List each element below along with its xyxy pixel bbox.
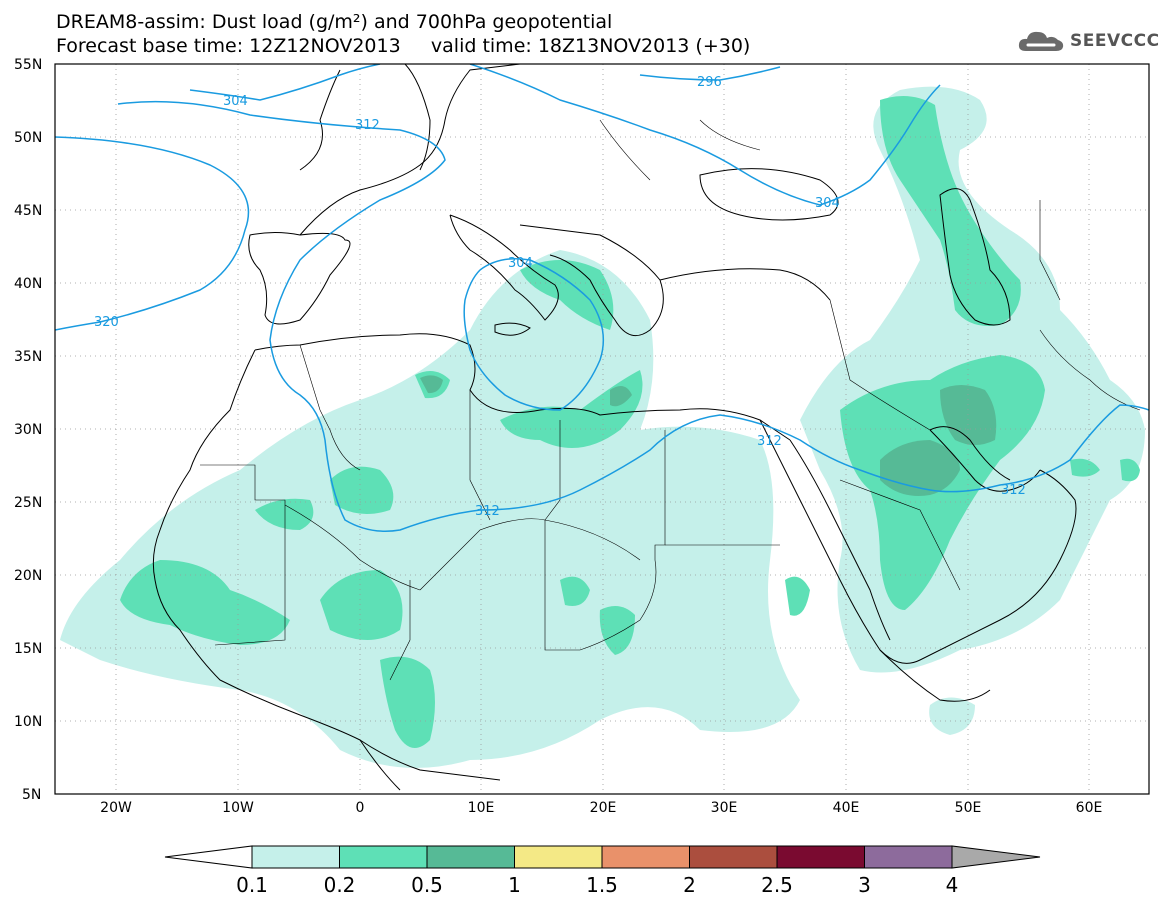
lon-label: 60E [1076,800,1103,816]
lat-label: 30N [14,422,42,438]
chart-title: DREAM8-assim: Dust load (g/m²) and 700hP… [56,11,613,33]
dust-shading [60,86,1145,768]
lon-label: 0 [356,800,365,816]
lon-label: 10E [468,800,495,816]
lat-label: 10N [14,714,42,730]
map-frame [54,63,1150,795]
colorbar-segment [776,845,865,869]
contour-labels: 304 312 296 304 320 304 312 312 312 [94,75,1026,519]
contour-label: 296 [697,75,722,90]
lon-label: 20W [100,800,132,816]
lon-label: 20E [590,800,617,816]
colorbar-segment [689,845,778,869]
contour-label: 312 [475,504,500,519]
lat-label: 20N [14,568,42,584]
colorbar-label: 1.5 [586,873,618,897]
lon-label: 10W [222,800,254,816]
colorbar-segment [514,845,603,869]
colorbar-label: 2 [683,873,696,897]
contour-label: 320 [94,315,119,330]
contour-label: 312 [355,118,380,133]
graticule [55,64,1149,794]
lat-label: 55N [14,57,42,73]
chart-subtitle: Forecast base time: 12Z12NOV2013 valid t… [56,36,750,56]
colorbar-segment [251,845,340,869]
lon-label: 50E [955,800,982,816]
seevccc-logo: SEEVCCC [1016,26,1160,56]
lat-label: 40N [14,276,42,292]
lat-label: 15N [14,641,42,657]
colorbar-label: 0.5 [411,873,443,897]
contour-label: 312 [1001,483,1026,498]
cloud-icon [1018,31,1064,51]
country-borders [200,119,1141,681]
coastlines [152,64,1077,791]
lat-label: 50N [14,130,42,146]
base-time: Forecast base time: 12Z12NOV2013 [56,35,401,57]
contour-label: 304 [223,94,248,109]
contour-label: 312 [757,434,782,449]
colorbar-label: 4 [946,873,959,897]
lat-label: 5N [22,787,41,803]
colorbar-label: 3 [858,873,871,897]
lat-label: 25N [14,495,42,511]
lon-label: 40E [833,800,860,816]
colorbar-segment [864,845,953,869]
colorbar-label: 0.2 [324,873,356,897]
colorbar-segment [601,845,690,869]
valid-time: valid time: 18Z13NOV2013 (+30) [430,35,751,57]
colorbar-left-arrow [164,845,253,869]
latitude-labels: 55N 50N 45N 40N 35N 30N 25N 20N 15N 10N … [14,57,42,803]
geopotential-contours [55,64,1149,532]
lat-label: 45N [14,203,42,219]
colorbar-label: 2.5 [761,873,793,897]
colorbar-segment [426,845,515,869]
colorbar-right-arrow [951,845,1041,869]
colorbar-label: 0.1 [236,873,268,897]
lon-label: 30E [711,800,738,816]
longitude-labels: 20W 10W 0 10E 20E 30E 40E 50E 60E [100,800,1102,816]
colorbar: 0.1 0.2 0.5 1 1.5 2 2.5 3 4 [164,845,1041,897]
logo-text: SEEVCCC [1070,31,1160,51]
colorbar-label: 1 [508,873,521,897]
contour-label: 304 [508,256,533,271]
colorbar-segment [339,845,428,869]
lat-label: 35N [14,349,42,365]
contour-label: 304 [815,196,840,211]
